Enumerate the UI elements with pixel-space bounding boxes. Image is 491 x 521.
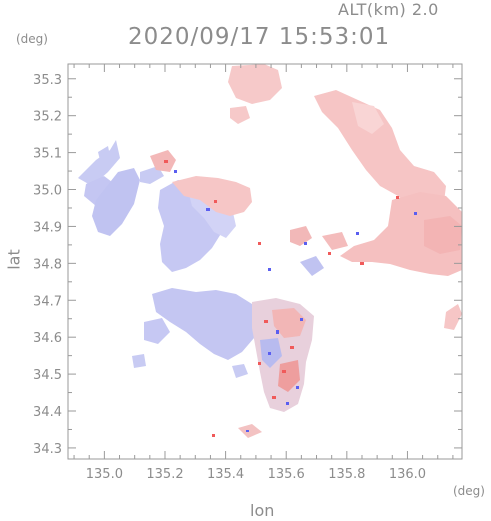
echo-layer (78, 64, 462, 438)
echo-receding (238, 424, 262, 438)
echo-receding (444, 304, 462, 330)
echo-approaching (98, 146, 110, 160)
echo-receding (290, 226, 312, 246)
echo-approaching (300, 256, 324, 276)
y-tick-label: 34.8 (33, 257, 62, 272)
y-tick-label: 35.2 (33, 110, 62, 125)
x-tick-label: 135.0 (86, 467, 123, 482)
echo-receding (272, 308, 306, 338)
echo-receding (340, 192, 462, 276)
y-tick-label: 34.7 (33, 294, 62, 309)
x-tick-label: 135.2 (146, 467, 183, 482)
echo-receding (314, 90, 446, 212)
x-tick-label: 135.8 (328, 467, 365, 482)
y-tick-label: 34.3 (33, 442, 62, 457)
y-tick-label: 34.9 (33, 220, 62, 235)
x-tick-label: 135.4 (207, 467, 244, 482)
echo-approaching (132, 354, 146, 368)
echo-receding (322, 232, 348, 250)
echo-approaching (144, 318, 170, 344)
y-tick-label: 35.0 (33, 184, 62, 199)
altitude-label: ALT(km) 2.0 (338, 0, 439, 19)
y-tick-label: 34.6 (33, 331, 62, 346)
echo-approaching (92, 168, 140, 236)
echo-receding (424, 216, 462, 254)
x-tick-label: 136.0 (389, 467, 426, 482)
axis-ticks: 135.0 135.2 135.4 135.6 135.8 136.0 35.3 35.2 35… (33, 64, 462, 482)
echo-receding (228, 64, 282, 104)
echo-receding (150, 150, 176, 172)
x-axis-unit: (deg) (453, 484, 485, 498)
y-tick-label: 35.1 (33, 147, 62, 162)
strong-velocity-speckles (164, 160, 417, 437)
echo-receding (278, 360, 300, 392)
echo-approaching (140, 166, 164, 184)
y-tick-label: 34.4 (33, 405, 62, 420)
echo-receding (352, 102, 384, 134)
echo-approaching (232, 364, 248, 378)
echo-approaching (152, 288, 258, 360)
y-tick-label: 35.3 (33, 73, 62, 88)
echo-receding (230, 106, 250, 124)
echo-approaching (188, 190, 236, 238)
plot-frame (67, 63, 463, 460)
y-tick-label: 34.5 (33, 368, 62, 383)
x-axis-title: lon (250, 501, 275, 520)
echo-receding (172, 176, 252, 216)
y-axis-unit: (deg) (16, 32, 48, 46)
echo-approaching (78, 140, 120, 186)
observation-datetime: 2020/09/17 15:53:01 (128, 24, 391, 50)
x-tick-label: 135.6 (268, 467, 305, 482)
